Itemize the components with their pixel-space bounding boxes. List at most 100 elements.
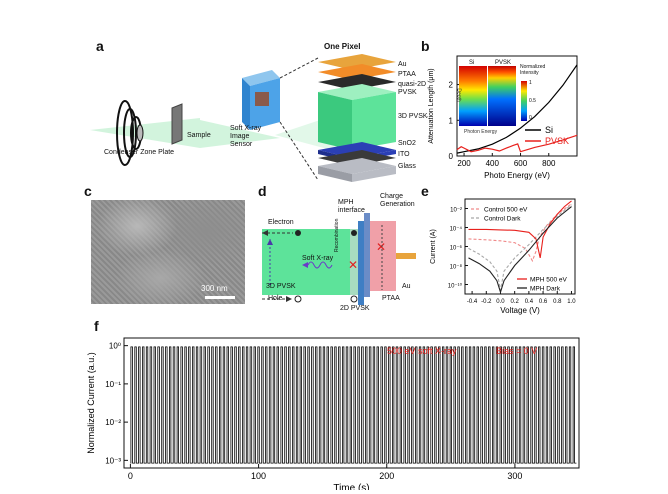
legend-label: Control Dark <box>484 216 521 223</box>
chart-b: 200 400 600 800 0 1 2 Photo Energy (eV) Attenuat… <box>428 55 578 180</box>
series-line-pvsk <box>456 134 578 153</box>
x-tick-label: 300 <box>507 471 522 481</box>
layer-label-ito: ITO <box>398 151 410 158</box>
x-axis-label: Photo Energy (eV) <box>484 171 550 180</box>
y-tick-label: 10⁻² <box>450 208 462 214</box>
x-tick-label: -0.4 <box>467 299 478 305</box>
one-pixel-title: One Pixel <box>324 42 361 51</box>
label-au: Au <box>402 283 411 290</box>
colorbar <box>521 81 527 121</box>
panel-b-label: b <box>421 38 430 54</box>
x-axis-label: Time (s) <box>333 483 369 490</box>
annotation-softxray: 500 eV soft X-ray <box>387 346 457 356</box>
label-softxray: Soft X-ray <box>302 255 334 262</box>
x-tick-label: 200 <box>379 471 394 481</box>
panel-a-diagram <box>90 54 396 182</box>
series-line <box>468 200 572 259</box>
pulse-train <box>130 346 577 464</box>
y-tick-label: 10⁻⁸ <box>450 264 463 271</box>
y-tick-label: 10⁻¹ <box>105 380 121 389</box>
y-tick-label: 10⁻¹⁰ <box>448 283 463 290</box>
sensor-label: Soft X-ray Image Sensor <box>230 125 262 148</box>
x-tick-label: 0 <box>128 471 133 481</box>
axes-frame <box>456 55 578 157</box>
y-tick-label: 10⁻² <box>105 418 121 427</box>
series-line <box>468 204 572 291</box>
panel-e-label: e <box>421 183 429 199</box>
y-tick-label: 10⁻⁶ <box>450 245 463 252</box>
y-tick-label: 10⁻⁴ <box>450 226 463 233</box>
y-axis-label: Normalized Current (a.u.) <box>86 352 96 454</box>
y-tick-label: 10⁰ <box>109 342 121 351</box>
layer-label-sno2: SnO2 <box>398 140 416 147</box>
heatmap-pvsk <box>488 66 516 126</box>
panel-f-label: f <box>94 318 99 334</box>
x-tick-label: 100 <box>251 471 266 481</box>
colorbar-tick-05: 0.5 <box>529 98 536 104</box>
legend-label: MPH Dark <box>530 286 561 293</box>
x-tick-label: 0.4 <box>525 299 534 305</box>
x-tick-label: -0.2 <box>481 299 492 305</box>
sensor-cube <box>242 70 280 130</box>
label-charge: Charge Generation <box>380 193 415 208</box>
sample-slide <box>171 103 183 145</box>
x-tick-label: 0.2 <box>511 299 520 305</box>
label-ptaa: PTAA <box>382 295 400 302</box>
colorbar-title: Normalized Intensity <box>520 64 546 76</box>
layer-label-au: Au <box>398 61 407 68</box>
x-tick-label: 800 <box>542 159 556 168</box>
y-tick-label: 10⁻³ <box>105 456 121 465</box>
x-tick-label: 600 <box>514 159 528 168</box>
series-line <box>468 206 572 294</box>
series-line-si <box>456 64 578 154</box>
legend-label-pvsk: PVSK <box>545 136 569 146</box>
x-tick-label: 0.6 <box>539 299 548 305</box>
svg-text:✕: ✕ <box>348 258 358 272</box>
label-electron: Electron <box>268 219 294 226</box>
condenser-zone-plate <box>116 100 144 166</box>
label-hole: Hole <box>268 295 283 302</box>
x-tick-label: 200 <box>457 159 471 168</box>
y-axis-label: Current (A) <box>430 229 437 264</box>
axes-frame <box>123 337 580 469</box>
legend-label-si: Si <box>545 125 553 135</box>
x-tick-label: 0.8 <box>553 299 562 305</box>
label-2d-pvsk: 2D PVSK <box>340 305 370 312</box>
legend-label: Control 500 eV <box>484 207 528 214</box>
y-tick-label: 2 <box>449 81 454 90</box>
chart-f: 0 100 200 300 10⁻³ 10⁻² 10⁻¹ 10⁰ Time (s) Normali… <box>86 337 580 490</box>
heatmap-si <box>459 66 487 126</box>
panel-c-label: c <box>84 183 92 199</box>
y-tick-label: 0 <box>449 152 454 161</box>
x-tick-label: 1.0 <box>567 299 576 305</box>
y-tick-label: 1 <box>449 116 454 125</box>
inset-arrow-energy: Photon Energy <box>464 129 498 135</box>
panel-a-label: a <box>96 38 104 54</box>
layer-label-3d: 3D PVSK <box>398 113 428 120</box>
label-recomb: Recombination <box>334 218 340 252</box>
sample-label: Sample <box>187 132 211 139</box>
sem-image: 300 nm <box>91 200 245 304</box>
panel-d-label: d <box>258 183 267 199</box>
layer-label-glass: Glass <box>398 163 416 170</box>
layer-label-q2d: quasi-2D PVSK <box>398 81 427 96</box>
chart-e: -0.4 -0.2 0.0 0.2 0.4 0.6 0.8 1.0 10⁻¹⁰ 10⁻⁸ 10⁻⁶ 1… <box>430 198 576 315</box>
device-diagram: ✕ ✕ <box>262 213 416 305</box>
label-mph: MPH interface <box>338 199 365 214</box>
annotation-bias: Bias = 0 V <box>496 346 538 356</box>
label-3d-pvsk: 3D PVSK <box>266 283 296 290</box>
x-axis-label: Voltage (V) <box>500 306 540 315</box>
layer-stack <box>318 54 396 182</box>
x-tick-label: 400 <box>486 159 500 168</box>
series-line <box>468 203 572 263</box>
inset-label-si: Si <box>469 60 475 66</box>
colorbar-tick-1: 1 <box>529 80 532 86</box>
x-tick-label: 0.0 <box>496 299 505 305</box>
inset-arrow-depth: Depth <box>455 88 462 102</box>
y-axis-label: Attenuation Length (μm) <box>428 68 435 143</box>
condenser-label: Condenser Zone Plate <box>104 149 175 156</box>
scalebar-label: 300 nm <box>201 284 228 293</box>
layer-label-ptaa: PTAA <box>398 71 416 78</box>
scalebar <box>205 296 235 299</box>
svg-text:✕: ✕ <box>376 240 386 254</box>
